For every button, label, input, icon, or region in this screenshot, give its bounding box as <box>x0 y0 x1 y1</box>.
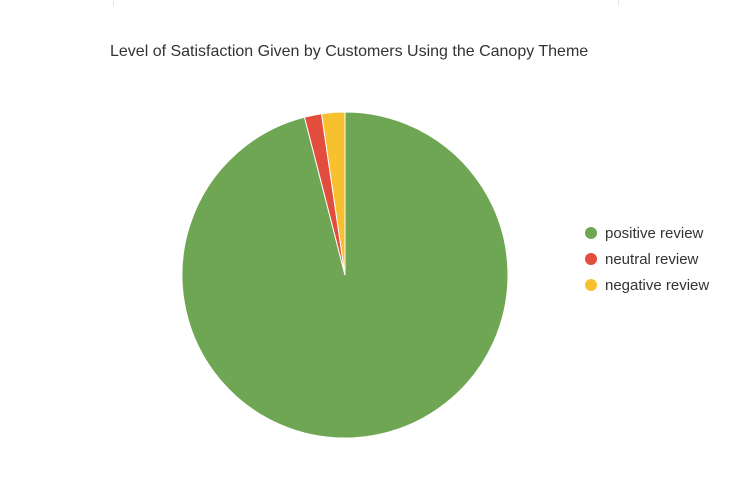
legend: positive review neutral review negative … <box>585 220 709 298</box>
legend-item-neutral[interactable]: neutral review <box>585 246 709 272</box>
chart-title: Level of Satisfaction Given by Customers… <box>110 43 589 60</box>
legend-swatch-neutral <box>585 253 597 265</box>
pie-slice-negative-review[interactable] <box>320 111 346 276</box>
legend-swatch-negative <box>585 279 597 291</box>
legend-label-negative: negative review <box>605 276 710 294</box>
legend-label-positive: positive review <box>605 224 704 242</box>
frame-divider-left <box>113 0 114 6</box>
legend-swatch-positive <box>585 227 597 239</box>
frame-divider-right <box>618 0 619 6</box>
legend-item-negative[interactable]: negative review <box>585 272 709 298</box>
legend-item-positive[interactable]: positive review <box>585 220 709 246</box>
legend-label-neutral: neutral review <box>605 250 699 268</box>
